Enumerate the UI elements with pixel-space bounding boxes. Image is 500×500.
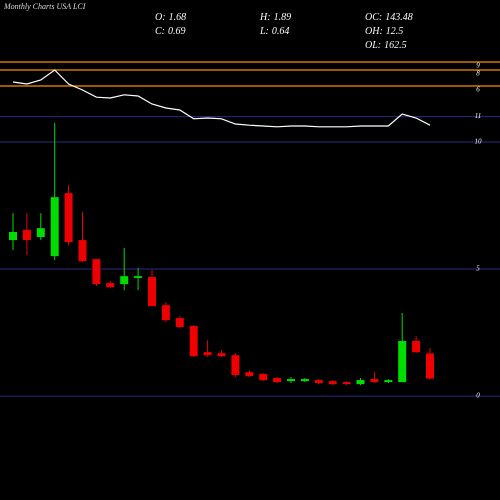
stat-value: 1.68 <box>169 12 187 23</box>
stat: OH: 12.5 <box>365 26 403 37</box>
stat: H: 1.89 <box>259 12 291 23</box>
candle-body <box>22 229 31 241</box>
stat-label: OC: <box>365 12 382 23</box>
candle-body <box>314 380 323 384</box>
candle-body <box>106 283 115 288</box>
candle-body <box>273 378 282 383</box>
indicator-line <box>12 69 431 128</box>
candle-body <box>120 276 129 285</box>
stat: OL: 162.5 <box>365 40 407 51</box>
candle-body <box>300 379 309 382</box>
candle-body <box>36 228 45 238</box>
candle-body <box>161 305 170 321</box>
candle-body <box>189 325 198 357</box>
y2-tick-label: 8 <box>476 70 480 78</box>
stat-value: 143.48 <box>385 12 413 23</box>
candle-body <box>78 240 87 262</box>
candle-body <box>134 276 143 278</box>
candle-body <box>370 379 379 383</box>
stat: O: 1.68 <box>155 12 186 23</box>
y-tick-label: 10 <box>475 138 483 146</box>
candle-body <box>203 352 212 356</box>
chart-title: Monthly Charts USA LCI <box>3 2 86 11</box>
candle-body <box>398 340 407 383</box>
stat-value: 0.64 <box>272 26 290 37</box>
stat-label: C: <box>155 26 165 37</box>
stat-value: 0.69 <box>168 26 186 37</box>
y2-tick-label: 6 <box>476 86 480 94</box>
stat: OC: 143.48 <box>365 12 413 23</box>
candle-body <box>356 380 365 385</box>
stat-label: O: <box>155 12 166 23</box>
y-tick-label: 0 <box>476 392 480 400</box>
candle-body <box>287 379 295 382</box>
stat: L: 0.64 <box>259 26 289 37</box>
stat-label: OL: <box>365 40 381 51</box>
candle-body <box>328 381 337 385</box>
stat-value: 12.5 <box>386 26 404 37</box>
candle-body <box>50 197 59 257</box>
candle-body <box>175 318 184 327</box>
candle-body <box>412 340 421 353</box>
candle-body <box>64 193 73 243</box>
y2-tick-label: 9 <box>476 62 480 70</box>
candle-body <box>231 355 240 375</box>
stat-label: L: <box>259 26 269 37</box>
candle-body <box>9 231 17 241</box>
candle-body <box>384 380 393 383</box>
y-tick-label: 5 <box>476 265 480 273</box>
candle-body <box>245 372 254 377</box>
stat: C: 0.69 <box>155 26 186 37</box>
stat-value: 162.5 <box>384 40 407 51</box>
candle-body <box>92 259 101 285</box>
candle-body <box>342 382 351 385</box>
candle-body <box>148 276 156 307</box>
stat-label: OH: <box>365 26 383 37</box>
stat-label: H: <box>259 12 271 23</box>
stat-value: 1.89 <box>274 12 292 23</box>
candle-body <box>217 353 226 357</box>
candle-body <box>426 353 434 379</box>
y-tick-label: 11 <box>475 112 481 120</box>
candle-body <box>259 373 268 381</box>
